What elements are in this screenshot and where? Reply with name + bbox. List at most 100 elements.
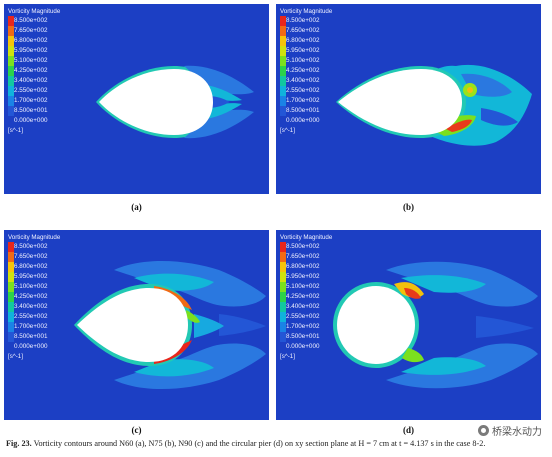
colorbar-row: 5.100e+002	[280, 282, 370, 292]
colorbar-tick-label: 0.000e+000	[286, 117, 320, 124]
colorbar-tick-label: 5.100e+002	[14, 57, 48, 64]
colorbar-row: 2.550e+002	[280, 312, 370, 322]
colorbar-row: 1.700e+002	[8, 322, 98, 332]
colorbar-row: 7.650e+002	[8, 26, 98, 36]
colorbar-swatch	[8, 46, 14, 56]
colorbar-row: 5.950e+002	[8, 272, 98, 282]
colorbar-swatch	[8, 16, 14, 26]
colorbar-tick-label: 8.500e+001	[286, 107, 320, 114]
colorbar-swatch	[280, 252, 286, 262]
colorbar-row: 2.550e+002	[8, 86, 98, 96]
colorbar-swatch	[8, 86, 14, 96]
colorbar-tick-label: 5.950e+002	[14, 47, 48, 54]
colorbar-row: 3.400e+002	[280, 302, 370, 312]
colorbar-row: 8.500e+001	[8, 332, 98, 342]
colorbar-tick-label: 8.500e+002	[286, 17, 320, 24]
colorbar-row: 4.250e+002	[280, 66, 370, 76]
contour-panel-b: Vorticity Magnitude 8.500e+002 7.650e+002…	[276, 4, 541, 194]
colorbar-swatch	[280, 242, 286, 252]
caption-text: Vorticity contours around N60 (a), N75 (…	[33, 439, 486, 448]
colorbar-tick-label: 7.650e+002	[286, 253, 320, 260]
watermark-text: 桥梁水动力	[492, 427, 542, 438]
colorbar-tick-label: 7.650e+002	[14, 253, 48, 260]
colorbar-swatch	[8, 66, 14, 76]
colorbar-row: 6.800e+002	[280, 262, 370, 272]
colorbar-swatch	[280, 292, 286, 302]
colorbar-swatch	[8, 76, 14, 86]
colorbar-tick-label: 7.650e+002	[14, 27, 48, 34]
colorbar-swatch	[8, 342, 14, 352]
colorbar-tick-label: 2.550e+002	[286, 313, 320, 320]
colorbar-title: Vorticity Magnitude	[280, 234, 333, 241]
colorbar-row: 5.950e+002	[280, 272, 370, 282]
panel-label-a: (a)	[131, 202, 142, 212]
colorbar-swatch	[8, 322, 14, 332]
colorbar-tick-label: 4.250e+002	[286, 293, 320, 300]
colorbar-tick-label: 5.950e+002	[14, 273, 48, 280]
colorbar-tick-label: 2.550e+002	[286, 87, 320, 94]
colorbar-row: 0.000e+000	[8, 342, 98, 352]
colorbar-swatch	[280, 106, 286, 116]
colorbar-scale: 8.500e+002 7.650e+002 6.800e+002 5.950e+002…	[280, 242, 370, 352]
colorbar-row: 5.100e+002	[8, 56, 98, 66]
colorbar-swatch	[8, 282, 14, 292]
colorbar-swatch	[8, 106, 14, 116]
colorbar-swatch	[8, 312, 14, 322]
colorbar-tick-label: 8.500e+001	[286, 333, 320, 340]
colorbar-tick-label: 2.550e+002	[14, 313, 48, 320]
colorbar-swatch	[280, 26, 286, 36]
colorbar-row: 8.500e+001	[280, 332, 370, 342]
colorbar-swatch	[8, 36, 14, 46]
colorbar-row: 5.950e+002	[280, 46, 370, 56]
figure-caption: Fig. 23. Vorticity contours around N60 (…	[6, 439, 546, 448]
colorbar-tick-label: 3.400e+002	[286, 77, 320, 84]
colorbar-row: 7.650e+002	[8, 252, 98, 262]
colorbar-tick-label: 1.700e+002	[14, 97, 48, 104]
colorbar-row: 8.500e+002	[280, 16, 370, 26]
colorbar-swatch	[8, 332, 14, 342]
figure-number: Fig. 23.	[6, 439, 32, 448]
colorbar-tick-label: 8.500e+002	[14, 17, 48, 24]
colorbar-tick-label: 4.250e+002	[14, 67, 48, 74]
panel-label-c: (c)	[131, 425, 142, 435]
colorbar-tick-label: 0.000e+000	[286, 343, 320, 350]
contour-panel-a: Vorticity Magnitude 8.500e+002 7.650e+002…	[4, 4, 269, 194]
colorbar-row: 8.500e+001	[8, 106, 98, 116]
colorbar-swatch	[8, 252, 14, 262]
colorbar-a: Vorticity Magnitude 8.500e+002 7.650e+002…	[8, 8, 98, 134]
colorbar-tick-label: 5.950e+002	[286, 47, 320, 54]
panel-label-d: (d)	[403, 425, 414, 435]
colorbar-row: 4.250e+002	[8, 66, 98, 76]
colorbar-row: 6.800e+002	[8, 36, 98, 46]
colorbar-swatch	[8, 116, 14, 126]
colorbar-tick-label: 5.100e+002	[286, 57, 320, 64]
colorbar-tick-label: 5.100e+002	[14, 283, 48, 290]
colorbar-swatch	[280, 272, 286, 282]
colorbar-swatch	[8, 56, 14, 66]
colorbar-swatch	[8, 302, 14, 312]
colorbar-tick-label: 6.800e+002	[286, 37, 320, 44]
colorbar-row: 5.950e+002	[8, 46, 98, 56]
colorbar-swatch	[280, 116, 286, 126]
colorbar-tick-label: 8.500e+001	[14, 107, 48, 114]
wechat-icon	[478, 425, 489, 436]
colorbar-tick-label: 6.800e+002	[286, 263, 320, 270]
colorbar-swatch	[280, 282, 286, 292]
colorbar-tick-label: 3.400e+002	[14, 303, 48, 310]
colorbar-swatch	[8, 272, 14, 282]
colorbar-title: Vorticity Magnitude	[8, 8, 61, 15]
colorbar-unit: [s^-1]	[280, 127, 295, 134]
colorbar-b: Vorticity Magnitude 8.500e+002 7.650e+002…	[280, 8, 370, 134]
colorbar-swatch	[8, 242, 14, 252]
colorbar-tick-label: 3.400e+002	[14, 77, 48, 84]
colorbar-scale: 8.500e+002 7.650e+002 6.800e+002 5.950e+002…	[8, 242, 98, 352]
colorbar-row: 1.700e+002	[8, 96, 98, 106]
colorbar-tick-label: 0.000e+000	[14, 117, 48, 124]
colorbar-tick-label: 4.250e+002	[286, 67, 320, 74]
colorbar-unit: [s^-1]	[8, 353, 23, 360]
colorbar-unit: [s^-1]	[280, 353, 295, 360]
colorbar-row: 3.400e+002	[8, 76, 98, 86]
colorbar-swatch	[280, 302, 286, 312]
colorbar-swatch	[280, 46, 286, 56]
colorbar-swatch	[280, 36, 286, 46]
